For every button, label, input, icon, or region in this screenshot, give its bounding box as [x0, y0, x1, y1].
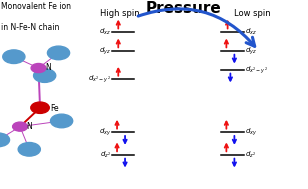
Text: Low spin: Low spin — [234, 9, 271, 18]
Circle shape — [18, 143, 40, 156]
Text: $d_{yz}$: $d_{yz}$ — [99, 45, 111, 57]
Circle shape — [0, 133, 10, 147]
Circle shape — [31, 64, 46, 73]
Text: N: N — [45, 63, 51, 72]
Circle shape — [3, 50, 25, 64]
Text: in N-Fe-N chain: in N-Fe-N chain — [1, 23, 59, 32]
FancyArrowPatch shape — [138, 9, 255, 46]
Text: Monovalent Fe ion: Monovalent Fe ion — [1, 2, 71, 11]
Circle shape — [13, 122, 27, 131]
Text: $d_{z^2}$: $d_{z^2}$ — [100, 150, 111, 160]
Text: $d_{x^2-y^2}$: $d_{x^2-y^2}$ — [88, 74, 111, 85]
Text: $d_{xz}$: $d_{xz}$ — [99, 27, 111, 37]
Text: $d_{xy}$: $d_{xy}$ — [245, 127, 257, 138]
Text: N: N — [26, 122, 32, 131]
Text: $d_{xy}$: $d_{xy}$ — [99, 127, 111, 138]
Circle shape — [31, 102, 49, 113]
Text: $d_{xz}$: $d_{xz}$ — [245, 27, 257, 37]
Circle shape — [34, 69, 56, 82]
Circle shape — [47, 46, 70, 60]
Text: $d_{yz}$: $d_{yz}$ — [245, 45, 257, 57]
Text: $d_{x^2-y^2}$: $d_{x^2-y^2}$ — [245, 64, 268, 76]
Text: Pressure: Pressure — [145, 1, 221, 16]
Circle shape — [51, 114, 73, 128]
Text: $d_{z^2}$: $d_{z^2}$ — [245, 150, 256, 160]
Text: High spin: High spin — [100, 9, 140, 18]
Text: Fe: Fe — [50, 104, 59, 113]
